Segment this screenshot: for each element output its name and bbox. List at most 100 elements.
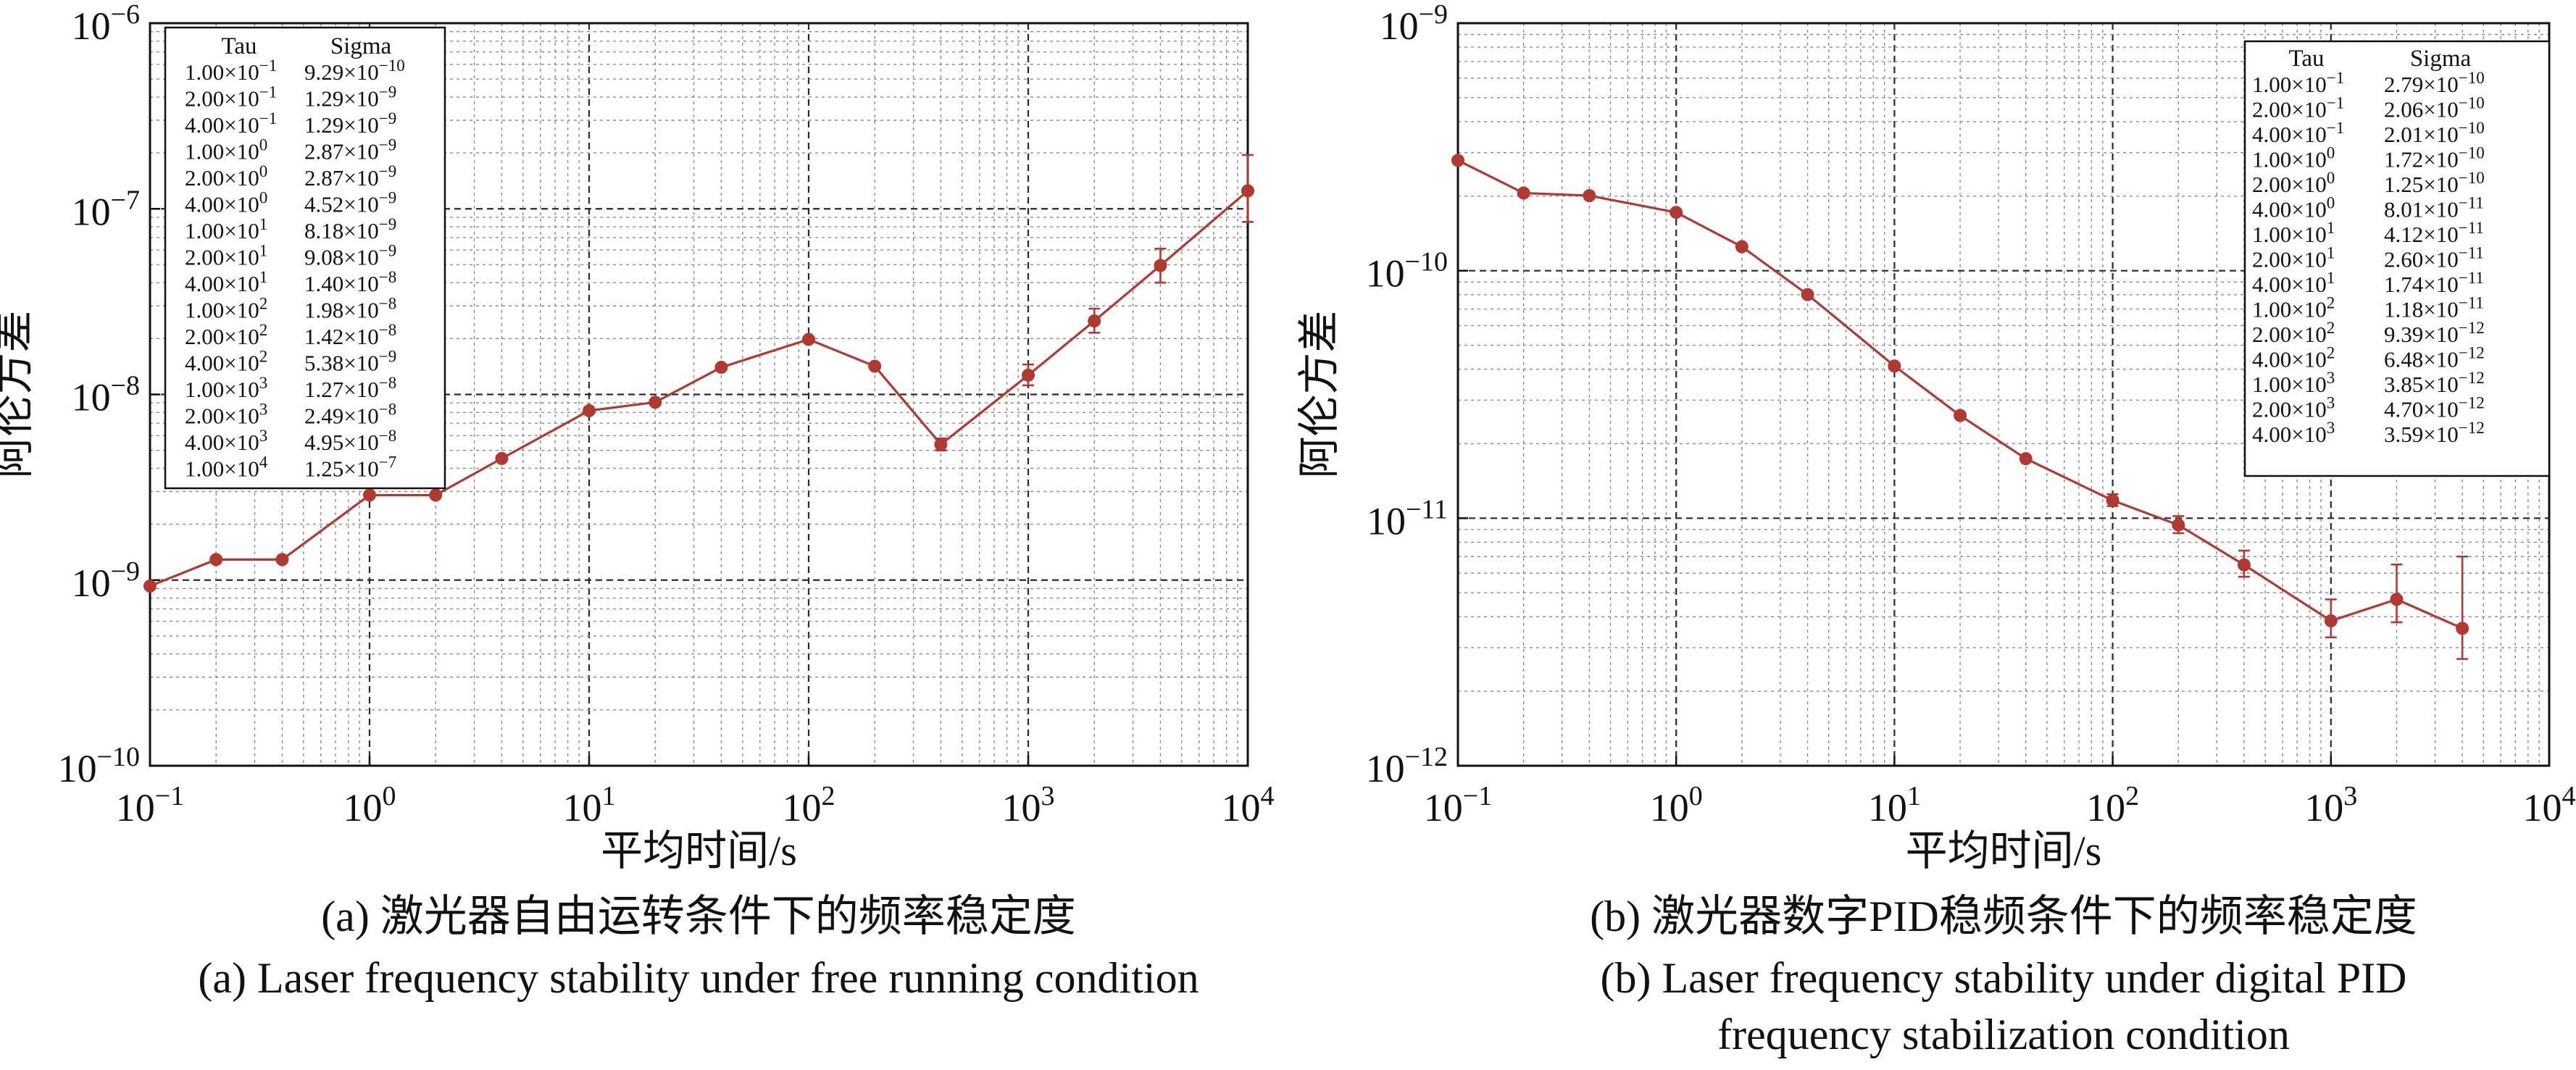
y-tick-label: 10−9: [72, 556, 140, 605]
y-axis-label: 阿伦方差: [1296, 310, 1343, 478]
legend-sigma-value: 1.29×10−9: [304, 83, 396, 112]
x-axis-label: 平均时间/s: [1906, 827, 2102, 874]
legend-sigma-value: 1.74×10−11: [2384, 269, 2484, 297]
axis-ticks: [1456, 22, 2551, 767]
y-tick-label: 10−8: [72, 371, 140, 419]
data-point: [934, 438, 948, 451]
legend-sigma-value: 1.27×10−8: [304, 374, 396, 402]
legend-header-tau: Tau: [221, 33, 257, 59]
legend-header-sigma: Sigma: [2410, 46, 2472, 72]
legend-table: Tau Sigma 1.00×10−1 2.79×10−10 2.00×10−1 2.06…: [2243, 40, 2551, 477]
legend-tau-value: 2.00×100: [2252, 169, 2335, 197]
x-tick-label: 10−1: [1424, 781, 1492, 829]
y-axis-label: 阿伦方差: [0, 310, 37, 478]
data-point: [209, 553, 223, 567]
panel-b-chart: 10−1 100 101 102 103 104 10−12 10−11 10−10 10−9 平均…: [1296, 0, 2576, 1058]
legend-tau-value: 4.00×100: [185, 189, 267, 217]
legend-tau-value: 2.00×102: [2252, 319, 2335, 347]
data-point: [1517, 186, 1530, 200]
legend-sigma-value: 1.72×10−10: [2384, 144, 2485, 172]
data-point: [429, 488, 443, 502]
x-tick-label: 102: [783, 781, 835, 829]
legend-tau-value: 2.00×100: [185, 162, 267, 191]
legend-tau-value: 1.00×104: [185, 454, 268, 482]
series-line: [149, 190, 1249, 588]
data-point: [1888, 359, 1901, 373]
x-tick-label: 100: [1650, 781, 1703, 829]
legend-tau-value: 4.00×101: [185, 268, 267, 296]
legend-sigma-value: 3.85×10−12: [2384, 369, 2485, 397]
legend-tau-value: 2.00×102: [185, 321, 267, 349]
legend-tau-value: 4.00×102: [185, 348, 267, 376]
legend-tau-value: 2.00×10−1: [2252, 94, 2344, 122]
legend-sigma-value: 2.01×10−10: [2384, 119, 2485, 147]
legend-tau-value: 2.00×103: [185, 401, 267, 429]
legend-header-tau: Tau: [2288, 46, 2324, 72]
panel-a-chart: 10−1 100 101 102 103 104 10−10 10−9 10−8 10−7 10−6…: [0, 0, 1275, 1002]
legend-tau-value: 4.00×10−1: [185, 109, 277, 138]
x-tick-label: 100: [343, 781, 396, 829]
legend-sigma-value: 8.01×10−11: [2384, 194, 2484, 222]
legend-sigma-value: 2.79×10−10: [2384, 69, 2485, 97]
data-point: [2456, 622, 2469, 635]
data-point: [1735, 240, 1748, 254]
data-point: [1451, 154, 1464, 167]
legend-sigma-value: 2.87×10−9: [304, 136, 396, 164]
legend-tau-value: 1.00×100: [2252, 144, 2335, 172]
legend-sigma-value: 9.08×10−9: [304, 242, 396, 270]
data-point: [275, 553, 289, 567]
legend-sigma-value: 6.48×10−12: [2384, 344, 2485, 372]
data-point: [2237, 558, 2251, 572]
legend-sigma-value: 1.25×10−10: [2384, 169, 2485, 197]
x-tick-label: 103: [2304, 781, 2357, 829]
legend-sigma-value: 8.18×10−9: [304, 215, 396, 243]
legend-sigma-value: 1.25×10−7: [304, 454, 396, 482]
data-point: [2019, 452, 2033, 466]
legend-sigma-value: 1.98×10−8: [304, 295, 396, 323]
legend-header-sigma: Sigma: [330, 33, 392, 59]
y-tick-label: 10−10: [1366, 247, 1448, 296]
error-bar: [2456, 555, 2469, 660]
caption-chinese: (a) 激光器自由运转条件下的频率稳定度: [321, 893, 1076, 940]
x-tick-label: 10−1: [116, 781, 184, 829]
legend-tau-value: 4.00×10−1: [2252, 119, 2344, 147]
legend-sigma-value: 5.38×10−9: [304, 348, 396, 376]
legend-sigma-value: 1.40×10−8: [304, 268, 396, 296]
caption-english: (b) Laser frequency stability under digi…: [1601, 954, 2407, 1002]
caption-chinese: (b) 激光器数字PID稳频条件下的频率稳定度: [1590, 893, 2417, 940]
caption-english: (a) Laser frequency stability under free…: [198, 954, 1199, 1002]
legend-tau-value: 1.00×101: [185, 215, 267, 243]
legend-box: [164, 26, 446, 490]
legend-sigma-value: 2.60×10−11: [2384, 244, 2484, 272]
legend-sigma-value: 1.29×10−9: [304, 109, 396, 138]
legend-tau-value: 1.00×101: [2252, 219, 2335, 247]
legend-table: Tau Sigma 1.00×10−1 9.29×10−10 2.00×10−1 1.29…: [164, 26, 446, 490]
legend-tau-value: 1.00×103: [2252, 369, 2335, 397]
data-point: [583, 404, 596, 417]
x-tick-label: 102: [2086, 781, 2139, 829]
data-point: [802, 333, 815, 346]
x-tick-label: 104: [1222, 781, 1275, 829]
legend-sigma-value: 2.87×10−9: [304, 162, 396, 191]
y-tick-label: 10−10: [58, 742, 140, 790]
legend-box: [2243, 40, 2551, 477]
legend-sigma-value: 1.42×10−8: [304, 321, 396, 349]
legend-tau-value: 4.00×103: [2252, 419, 2335, 447]
legend-sigma-value: 9.39×10−12: [2384, 319, 2485, 347]
y-tick-label: 10−9: [1380, 0, 1448, 48]
legend-tau-value: 2.00×101: [2252, 244, 2335, 272]
caption-english: frequency stabilization condition: [1717, 1011, 2290, 1058]
legend-tau-value: 4.00×102: [2252, 344, 2335, 372]
legend-tau-value: 2.00×10−1: [185, 83, 277, 112]
legend-tau-value: 1.00×102: [2252, 294, 2335, 322]
legend-sigma-value: 1.18×10−11: [2384, 294, 2484, 322]
data-point: [1241, 184, 1254, 198]
data-point: [1954, 409, 1967, 422]
y-tick-label: 10−7: [72, 185, 140, 233]
legend-tau-value: 4.00×103: [185, 427, 267, 455]
legend-sigma-value: 4.12×10−11: [2384, 219, 2484, 247]
legend-sigma-value: 4.52×10−9: [304, 189, 396, 217]
y-tick-label: 10−12: [1366, 742, 1448, 790]
data-point: [363, 488, 376, 502]
